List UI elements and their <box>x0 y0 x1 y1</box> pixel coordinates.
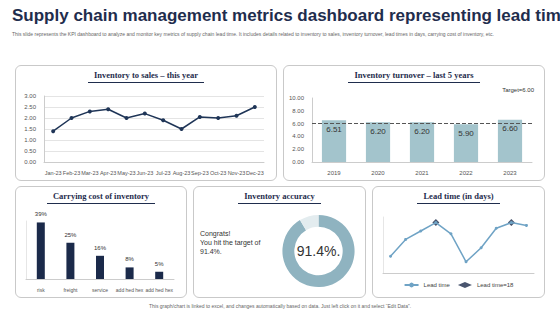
svg-text:service: service <box>92 287 108 293</box>
svg-text:8.00: 8.00 <box>292 108 304 114</box>
svg-text:Jul-23: Jul-23 <box>156 170 171 176</box>
svg-text:6.00: 6.00 <box>292 121 304 127</box>
svg-text:39%: 39% <box>35 211 48 217</box>
svg-text:6.51: 6.51 <box>326 125 342 134</box>
svg-text:Jan-23: Jan-23 <box>45 170 62 176</box>
svg-text:Oct-23: Oct-23 <box>210 170 227 176</box>
svg-text:freight: freight <box>63 287 78 293</box>
svg-text:Mar-23: Mar-23 <box>81 170 98 176</box>
svg-text:2019: 2019 <box>327 170 341 176</box>
html-text:Lead time (in days): Lead time (in days) <box>423 191 494 201</box>
svg-text:2020: 2020 <box>371 170 385 176</box>
html-text:This graph/chart is linked to: This graph/chart is linked to excel, and… <box>149 303 411 309</box>
html-text:Inventory to sales – this year: Inventory to sales – this year <box>93 70 199 80</box>
svg-text:5.90: 5.90 <box>458 129 474 138</box>
svg-text:4.00: 4.00 <box>292 133 304 139</box>
svg-text:1.50: 1.50 <box>24 126 36 132</box>
html-text:You hit the target of: You hit the target of <box>200 239 261 246</box>
svg-text:6.20: 6.20 <box>370 127 386 136</box>
svg-text:add hed hex: add hed hex <box>145 287 173 293</box>
svg-text:25%: 25% <box>64 232 77 238</box>
svg-text:Aug-23: Aug-23 <box>173 170 191 176</box>
svg-text:add hed hex: add hed hex <box>116 287 144 293</box>
svg-text:0.00: 0.00 <box>24 159 36 165</box>
svg-text:May-23: May-23 <box>117 170 135 176</box>
svg-text:0.00: 0.00 <box>292 159 304 165</box>
svg-text:2023: 2023 <box>503 170 517 176</box>
html-text:Carrying cost of inventory: Carrying cost of inventory <box>53 191 149 201</box>
svg-text:6.60: 6.60 <box>502 124 518 133</box>
svg-text:2022: 2022 <box>459 170 473 176</box>
html-text:Inventory turnover – last 5 ye: Inventory turnover – last 5 years <box>354 70 474 80</box>
svg-text:91.4%.: 91.4%. <box>297 243 341 259</box>
svg-text:2.50: 2.50 <box>24 104 36 110</box>
svg-text:Dec-23: Dec-23 <box>246 170 264 176</box>
svg-text:2.00: 2.00 <box>292 146 304 152</box>
html-text:91.4%.: 91.4%. <box>200 248 222 255</box>
svg-text:risk: risk <box>37 287 45 293</box>
svg-text:8%: 8% <box>125 256 134 262</box>
svg-text:5%: 5% <box>155 261 164 267</box>
svg-text:Feb-23: Feb-23 <box>63 170 80 176</box>
svg-text:2021: 2021 <box>415 170 429 176</box>
svg-text:10.00: 10.00 <box>289 95 305 101</box>
svg-text:Nov-23: Nov-23 <box>228 170 246 176</box>
svg-text:2.00: 2.00 <box>24 115 36 121</box>
svg-text:0.50: 0.50 <box>24 148 36 154</box>
svg-text:16%: 16% <box>94 245 107 251</box>
html-text:Congrats!: Congrats! <box>200 230 231 237</box>
svg-text:Apr-23: Apr-23 <box>100 170 117 176</box>
svg-text:6.20: 6.20 <box>414 127 430 136</box>
svg-text:Lead time: Lead time <box>424 282 451 288</box>
svg-text:1.00: 1.00 <box>24 137 36 143</box>
html-text:This slide represents the KPI: This slide represents the KPI dashboard … <box>12 31 494 37</box>
html-text:Inventory accuracy: Inventory accuracy <box>244 191 315 201</box>
html-text:Target=6.00: Target=6.00 <box>502 87 534 93</box>
svg-text:Jun-23: Jun-23 <box>136 170 153 176</box>
svg-text:Lead time=18: Lead time=18 <box>477 282 514 288</box>
svg-text:3.00: 3.00 <box>24 93 36 99</box>
svg-text:Sep-23: Sep-23 <box>191 170 209 176</box>
